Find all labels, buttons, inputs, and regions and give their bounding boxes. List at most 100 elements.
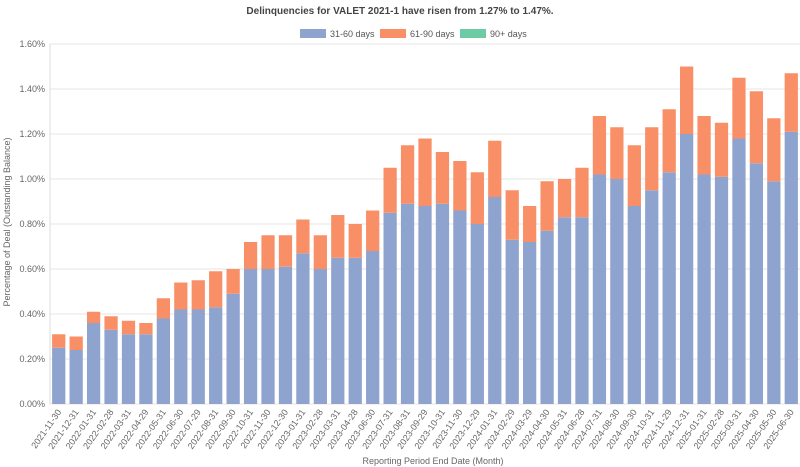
- y-tick-label: 0.40%: [19, 309, 45, 319]
- bar-61-90-days-2022-07-29: [191, 280, 205, 310]
- bar-31-60-days-2024-11-29: [662, 172, 676, 404]
- bar-31-60-days-2023-08-31: [400, 203, 415, 404]
- bar-31-60-days-2023-12-29: [470, 224, 484, 404]
- bar-31-60-days-2022-07-29: [191, 309, 205, 404]
- bar-31-60-days-2024-03-29: [523, 242, 537, 404]
- legend-label: 31-60 days: [330, 29, 375, 39]
- bar-61-90-days-2022-08-31: [209, 271, 223, 308]
- bar-61-90-days-2023-04-28: [348, 224, 362, 258]
- y-tick-label: 0.00%: [19, 399, 45, 409]
- bar-61-90-days-2024-06-28: [575, 167, 589, 218]
- bar-31-60-days-2023-04-28: [348, 257, 362, 404]
- bar-31-60-days-2022-03-31: [121, 334, 136, 404]
- bar-61-90-days-2023-06-30: [366, 210, 380, 251]
- bar-31-60-days-2022-06-30: [174, 309, 188, 404]
- bar-31-60-days-2021-12-31: [69, 350, 83, 404]
- bar-31-60-days-2024-01-31: [488, 197, 502, 404]
- bar-31-60-days-2022-02-28: [104, 329, 118, 404]
- legend-label: 61-90 days: [410, 29, 455, 39]
- bar-31-60-days-2022-08-31: [209, 307, 223, 404]
- bar-31-60-days-2024-09-30: [627, 206, 641, 404]
- bar-61-90-days-2024-09-30: [627, 145, 641, 206]
- bar-61-90-days-2025-03-31: [732, 77, 746, 139]
- bar-61-90-days-2024-05-31: [557, 179, 572, 218]
- bar-61-90-days-2024-10-31: [645, 127, 659, 191]
- y-axis-ticks: 0.00% 0.20% 0.40% 0.60% 0.80% 1.00% 1.20% 1.40%…: [19, 39, 45, 409]
- legend-swatch: [460, 29, 486, 38]
- bar-61-90-days-2022-05-31: [156, 298, 170, 319]
- bar-61-90-days-2024-11-29: [662, 109, 676, 173]
- bar-31-60-days-2022-05-31: [156, 318, 170, 404]
- bar-61-90-days-2023-09-29: [418, 138, 432, 206]
- bar-31-60-days-2022-11-30: [261, 269, 275, 404]
- bar-31-60-days-2023-01-31: [296, 253, 310, 404]
- y-tick-label: 1.60%: [19, 39, 45, 49]
- y-tick-label: 1.00%: [19, 174, 45, 184]
- x-axis-label: Reporting Period End Date (Month): [362, 456, 503, 466]
- bars-group: [52, 66, 798, 404]
- bar-61-90-days-2021-11-30: [52, 334, 66, 348]
- bar-31-60-days-2025-01-31: [697, 174, 711, 404]
- bar-61-90-days-2024-03-29: [523, 206, 537, 242]
- bar-31-60-days-2023-06-30: [366, 251, 380, 404]
- bar-61-90-days-2025-04-30: [749, 91, 764, 164]
- bar-61-90-days-2023-02-28: [313, 235, 327, 269]
- bar-61-90-days-2022-11-30: [261, 235, 275, 269]
- bar-31-60-days-2024-07-31: [592, 174, 607, 404]
- bar-31-60-days-2024-08-30: [610, 179, 624, 404]
- x-axis-ticks: 2021-11-302021-12-312022-01-312022-02-28…: [29, 407, 796, 450]
- bar-61-90-days-2025-01-31: [697, 116, 711, 175]
- bar-31-60-days-2024-05-31: [557, 217, 572, 404]
- bar-31-60-days-2024-12-31: [680, 134, 694, 404]
- bar-31-60-days-2022-04-29: [139, 334, 153, 404]
- bar-31-60-days-2022-01-31: [86, 323, 101, 404]
- bar-61-90-days-2025-05-30: [767, 118, 781, 182]
- y-tick-label: 0.20%: [19, 354, 45, 364]
- bar-31-60-days-2025-04-30: [749, 163, 764, 404]
- bar-31-60-days-2024-04-30: [540, 230, 554, 404]
- bar-61-90-days-2022-10-31: [243, 242, 258, 269]
- legend-swatch: [300, 29, 326, 38]
- bar-61-90-days-2022-06-30: [174, 282, 188, 310]
- bar-61-90-days-2024-02-29: [505, 190, 519, 240]
- bar-31-60-days-2022-09-30: [226, 293, 240, 404]
- legend-swatch: [380, 29, 406, 38]
- bar-61-90-days-2024-08-30: [610, 127, 624, 179]
- bar-31-60-days-2023-10-31: [435, 203, 450, 404]
- bar-61-90-days-2023-08-31: [400, 145, 415, 204]
- bar-31-60-days-2022-12-30: [278, 266, 293, 404]
- bar-31-60-days-2025-06-30: [784, 131, 798, 404]
- bar-61-90-days-2024-01-31: [488, 140, 502, 197]
- y-tick-label: 1.40%: [19, 84, 45, 94]
- bar-61-90-days-2023-01-31: [296, 219, 310, 254]
- bar-61-90-days-2024-04-30: [540, 181, 554, 231]
- bar-61-90-days-2022-12-30: [278, 235, 293, 267]
- bar-61-90-days-2022-09-30: [226, 269, 240, 294]
- bar-31-60-days-2024-02-29: [505, 239, 519, 404]
- bar-61-90-days-2021-12-31: [69, 336, 83, 350]
- bar-31-60-days-2023-02-28: [313, 269, 327, 404]
- bar-31-60-days-2022-10-31: [243, 269, 258, 404]
- bar-61-90-days-2024-07-31: [592, 116, 607, 175]
- y-axis-label: Percentage of Deal (Outstanding Balance): [2, 137, 12, 306]
- bar-61-90-days-2022-04-29: [139, 323, 153, 335]
- bar-61-90-days-2023-12-29: [470, 172, 484, 224]
- bar-31-60-days-2024-06-28: [575, 217, 589, 404]
- chart-title: Delinquencies for VALET 2021-1 have rise…: [246, 6, 553, 17]
- bar-61-90-days-2023-11-30: [453, 161, 467, 211]
- legend-label: 90+ days: [490, 29, 527, 39]
- bar-61-90-days-2025-02-28: [714, 122, 729, 177]
- y-tick-label: 1.20%: [19, 129, 45, 139]
- bar-31-60-days-2023-03-31: [331, 257, 345, 404]
- bar-31-60-days-2025-05-30: [767, 181, 781, 404]
- bar-31-60-days-2023-07-31: [383, 212, 397, 404]
- bar-61-90-days-2022-02-28: [104, 316, 118, 330]
- y-tick-label: 0.80%: [19, 219, 45, 229]
- bar-31-60-days-2023-11-30: [453, 210, 467, 404]
- chart-legend: 31-60 days 61-90 days 90+ days: [300, 29, 527, 39]
- bar-61-90-days-2022-03-31: [121, 320, 136, 335]
- bar-31-60-days-2024-10-31: [645, 190, 659, 404]
- bar-31-60-days-2023-09-29: [418, 206, 432, 404]
- bar-61-90-days-2024-12-31: [680, 66, 694, 134]
